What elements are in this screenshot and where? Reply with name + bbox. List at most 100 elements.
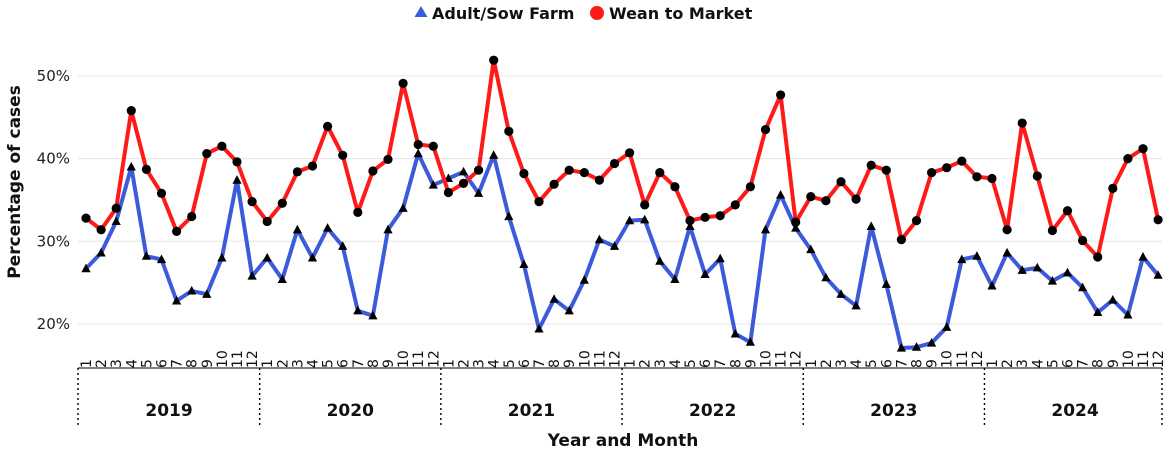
legend-label-wean-to-market: Wean to Market [609,4,753,23]
data-point [307,252,318,262]
x-tick-label: 5 [864,359,880,368]
y-tick-label: 30% [37,232,70,250]
data-point [202,149,212,159]
data-point [1047,275,1057,285]
legend-label-adult-sow-farm: Adult/Sow Farm [432,4,574,23]
x-tick-label: 6 [698,359,714,368]
data-point [187,211,197,222]
data-point [866,221,876,231]
data-point [776,90,786,100]
y-tick-label: 20% [37,315,70,333]
y-tick-label: 40% [37,150,70,168]
data-point [670,274,680,283]
x-tick-label: 7 [1076,359,1092,368]
x-tick-label: 1 [804,359,820,368]
year-label: 2021 [508,401,555,421]
year-label: 2019 [145,401,192,421]
data-point [836,289,846,298]
x-tick-label: 3 [1015,359,1031,368]
data-point [745,337,755,346]
data-point [428,141,438,151]
x-tick-label: 5 [1045,359,1061,368]
data-point [730,200,740,210]
data-point [247,271,257,280]
data-point [489,55,499,65]
x-tick-label: 8 [910,359,926,368]
x-tick-label: 10 [940,350,956,368]
data-point [534,197,544,207]
data-point [217,252,227,262]
data-point [987,280,997,290]
x-tick-label: 6 [517,359,533,368]
series-adult-sow-farm [81,148,1163,352]
series-wean-to-market [81,55,1163,262]
data-point [443,187,453,198]
data-point [745,182,756,192]
data-point [1108,183,1118,193]
x-tick-label: 3 [290,359,306,368]
data-point [1123,154,1133,164]
x-tick-label: 6 [1061,359,1077,368]
x-tick-label: 4 [668,359,684,368]
data-point [474,188,484,197]
x-tick-label: 10 [759,350,775,368]
data-point [911,216,922,226]
data-point [1108,295,1118,304]
data-point [640,200,650,210]
x-tick-label: 6 [879,359,895,368]
x-tick-label: 6 [336,359,352,368]
data-point [594,175,605,185]
data-point [972,172,982,182]
data-point [1123,309,1133,319]
x-tick-label: 3 [109,359,125,368]
x-axis-title: Year and Month [547,431,699,451]
data-point [987,173,997,184]
x-tick-label: 5 [502,359,518,368]
data-point [1078,282,1088,292]
x-tick-label: 5 [321,359,337,368]
data-point [1002,247,1012,257]
data-point [881,279,891,288]
data-point [353,207,363,217]
legend: Adult/Sow Farm Wean to Market [414,4,753,23]
data-point [1032,262,1042,272]
data-point [911,342,922,351]
data-point [942,322,952,331]
x-tick-label: 12 [970,350,986,368]
plot-area [81,55,1163,352]
y-axis: 20% 30% 40% 50% [37,67,70,333]
data-point [760,224,771,234]
data-point [655,168,665,178]
year-label: 2024 [1051,401,1098,421]
x-tick-label: 7 [170,359,186,368]
data-point [927,338,937,347]
x-tick-label: 8 [185,359,201,368]
x-tick-label: 12 [426,350,442,368]
data-point [519,259,529,269]
data-point [323,121,333,131]
data-point [534,323,544,333]
data-point [1017,118,1027,128]
x-tick-label: 10 [215,350,231,368]
x-tick-label: 11 [230,350,246,368]
x-tick-label: 12 [789,350,805,368]
data-point [927,168,937,178]
data-point [232,175,242,184]
x-tick-label: 1 [79,359,95,368]
x-tick-label: 8 [728,359,744,368]
data-point [866,160,876,170]
x-tick-label: 6 [155,359,171,368]
data-point [262,252,272,262]
x-tick-label: 12 [608,350,624,368]
data-point [307,161,318,171]
year-label: 2022 [689,401,736,421]
legend-marker-adult-sow-farm [414,6,428,17]
data-point [504,211,514,221]
data-point [141,164,151,174]
x-tick-label: 7 [351,359,367,368]
x-tick-label: 2 [457,359,473,368]
x-tick-label: 7 [713,359,729,368]
data-point [1032,171,1042,181]
year-label: 2020 [327,401,374,421]
